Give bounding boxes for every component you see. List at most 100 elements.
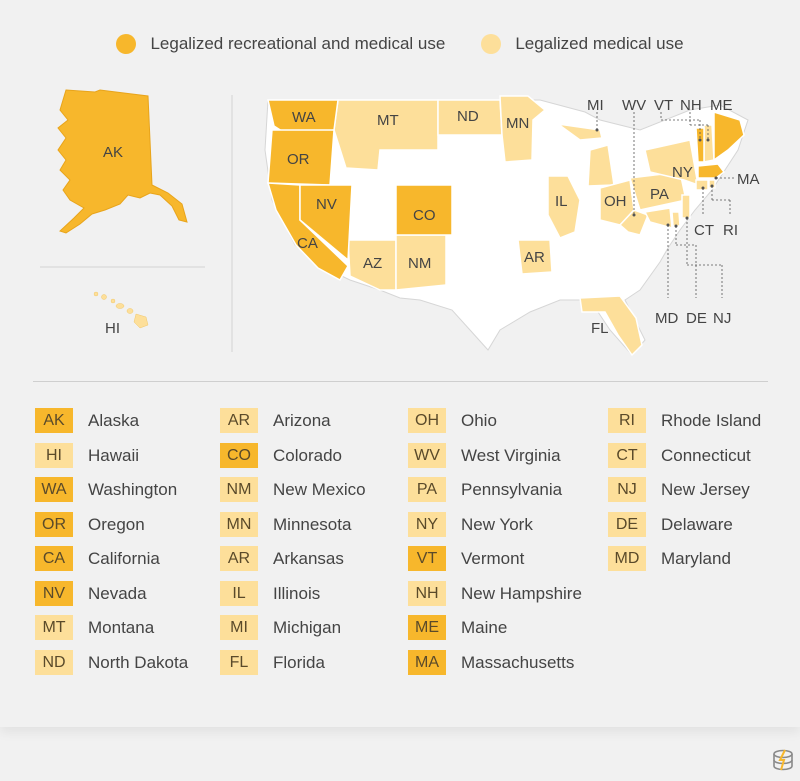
legend-item-recreational: Legalized recreational and medical use (116, 34, 445, 54)
state-row: NJ New Jersey (608, 477, 761, 512)
state-abbr-badge: NV (35, 580, 73, 606)
state-name: Vermont (461, 549, 525, 568)
state-abbr-badge: WV (408, 442, 446, 468)
state-row: OR Oregon (35, 511, 188, 547)
state-abbr-badge: PA (408, 477, 446, 502)
state-row: NM New Mexico (220, 477, 366, 512)
map-label-md: MD (655, 310, 678, 327)
map-label-ct: CT (694, 222, 714, 239)
state-row: CT Connecticut (608, 442, 761, 478)
state-row: MN Minnesota (220, 511, 366, 547)
map-label-fl: FL (591, 320, 609, 337)
state-name: New Hampshire (461, 583, 582, 603)
state-name: West Virginia (461, 445, 561, 465)
state-abbr-badge: HI (35, 442, 73, 468)
state-name: New York (461, 514, 533, 534)
state-name: Pennsylvania (461, 480, 563, 499)
state-abbr-badge: FL (220, 649, 258, 675)
state-row: NV Nevada (35, 580, 188, 616)
state-row: ND North Dakota (35, 649, 188, 685)
legend-recreational-label: Legalized recreational and medical use (150, 34, 446, 53)
state-shape-md (643, 207, 673, 230)
map-label-nv: NV (316, 196, 337, 213)
map-legend: Legalized recreational and medical use L… (0, 34, 800, 54)
state-name: Oregon (88, 514, 145, 534)
state-name: Arkansas (273, 549, 344, 568)
state-abbr-badge: RI (608, 408, 646, 433)
map-label-ak: AK (103, 144, 123, 161)
state-name: California (88, 549, 160, 568)
state-row: RI Rhode Island (608, 408, 761, 443)
map-label-wv: WV (622, 97, 646, 114)
state-shape-wv (618, 209, 649, 236)
recreational-states (266, 99, 745, 282)
map-label-nj: NJ (713, 310, 731, 327)
state-shape-nv (299, 184, 353, 262)
state-abbr-badge: ME (408, 615, 446, 640)
medical-swatch-icon (481, 34, 502, 54)
legend-item-medical: Legalized medical use (481, 34, 684, 54)
state-abbr-badge: VT (408, 546, 446, 571)
state-abbr-badge: MT (35, 615, 73, 640)
map-label-pa: PA (650, 186, 669, 203)
state-name: Colorado (273, 445, 342, 465)
map-label-az: AZ (363, 255, 382, 272)
state-name: Minnesota (273, 514, 352, 534)
state-shape-ny (644, 139, 699, 187)
map-label-vt: VT (654, 97, 673, 114)
state-name: Arizona (273, 411, 331, 430)
map-label-hi: HI (105, 320, 120, 337)
us-map: AK HI WA OR NV CA MT ND MN CO AZ NM AR I… (40, 89, 760, 357)
state-row: AR Arkansas (220, 546, 366, 581)
state-row: MA Massachusetts (408, 649, 582, 685)
state-abbr-badge: ND (35, 649, 73, 675)
state-shape-nj (681, 194, 691, 219)
state-row: MI Michigan (220, 615, 366, 650)
state-row: FL Florida (220, 649, 366, 685)
state-shape-vt (695, 127, 705, 163)
map-label-ny: NY (672, 164, 693, 181)
state-name: Montana (88, 618, 155, 637)
leader-lines (596, 112, 734, 298)
map-label-me: ME (710, 97, 733, 114)
state-abbr-badge: CA (35, 546, 73, 571)
state-shape-co (395, 184, 453, 236)
state-shape-nh (703, 124, 715, 163)
state-abbr-badge: AK (35, 408, 73, 433)
state-shape-mn (499, 95, 547, 163)
state-row: OH Ohio (408, 408, 582, 443)
map-label-nh: NH (680, 97, 702, 114)
map-label-or: OR (287, 151, 310, 168)
state-row: MT Montana (35, 615, 188, 650)
state-abbr-badge: NM (220, 477, 258, 502)
state-row: CA California (35, 546, 188, 581)
state-name: Illinois (273, 583, 321, 603)
state-row: DE Delaware (608, 511, 761, 547)
state-shape-me (713, 110, 745, 162)
state-shape-az (347, 239, 397, 291)
state-name: Connecticut (661, 445, 751, 465)
state-name: Washington (88, 480, 178, 499)
state-name: Florida (273, 652, 325, 672)
state-row: WA Washington (35, 477, 188, 512)
medical-states (333, 95, 716, 357)
legend-medical-label: Legalized medical use (515, 34, 684, 53)
state-row: CO Colorado (220, 442, 366, 478)
state-shape-de (671, 211, 681, 227)
map-label-oh: OH (604, 193, 627, 210)
state-name: Maine (461, 618, 508, 637)
state-name: New Mexico (273, 480, 366, 499)
state-row: AK Alaska (35, 408, 188, 443)
state-abbr-badge: CT (608, 442, 646, 468)
state-abbr-badge: OH (408, 408, 446, 433)
map-label-il: IL (555, 193, 568, 210)
state-row: HI Hawaii (35, 442, 188, 478)
state-row: AR Arizona (220, 408, 366, 443)
state-shape-ak (57, 89, 188, 234)
state-shape-fl (579, 295, 643, 357)
state-name: Maryland (661, 549, 731, 568)
map-label-nd: ND (457, 108, 479, 125)
map-label-mt: MT (377, 112, 399, 129)
state-abbr-badge: AR (220, 408, 258, 433)
state-abbr-badge: MD (608, 546, 646, 571)
